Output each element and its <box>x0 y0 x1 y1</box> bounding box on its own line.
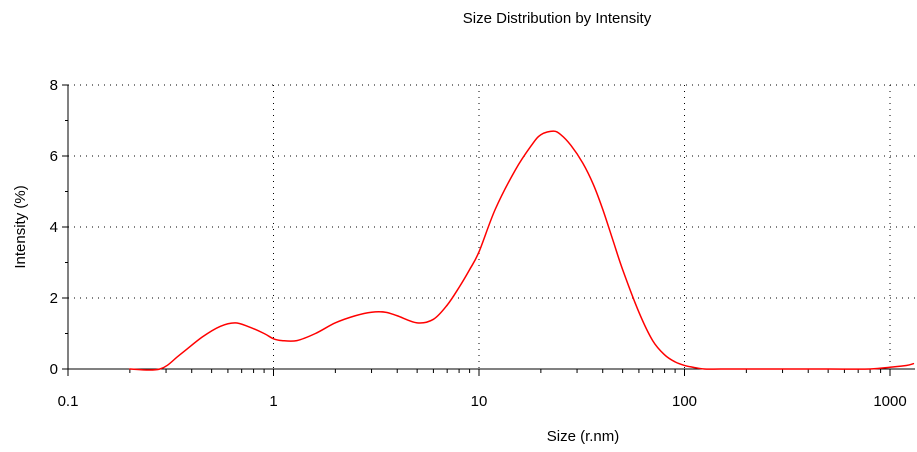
x-tick-label: 0.1 <box>58 393 79 410</box>
grid-lines <box>68 84 915 369</box>
x-tick-label: 10 <box>471 393 488 410</box>
x-tick-label: 1 <box>269 393 277 410</box>
y-axis-label: Intensity (%) <box>12 185 29 268</box>
y-tick-label: 4 <box>50 219 58 236</box>
series-line-0 <box>129 130 915 371</box>
data-series <box>129 130 915 371</box>
axis-ticks: 0 2 4 6 8 0.1 1 10 100 1000 <box>50 77 907 410</box>
y-tick-label: 2 <box>50 290 58 307</box>
x-tick-label: 100 <box>672 393 697 410</box>
x-tick-label: 1000 <box>873 393 906 410</box>
y-tick-label: 6 <box>50 148 58 165</box>
x-axis-label: Size (r.nm) <box>547 428 620 445</box>
chart-title: Size Distribution by Intensity <box>463 10 652 27</box>
y-tick-label: 0 <box>50 361 58 378</box>
axes <box>67 85 915 370</box>
y-tick-label: 8 <box>50 77 58 94</box>
